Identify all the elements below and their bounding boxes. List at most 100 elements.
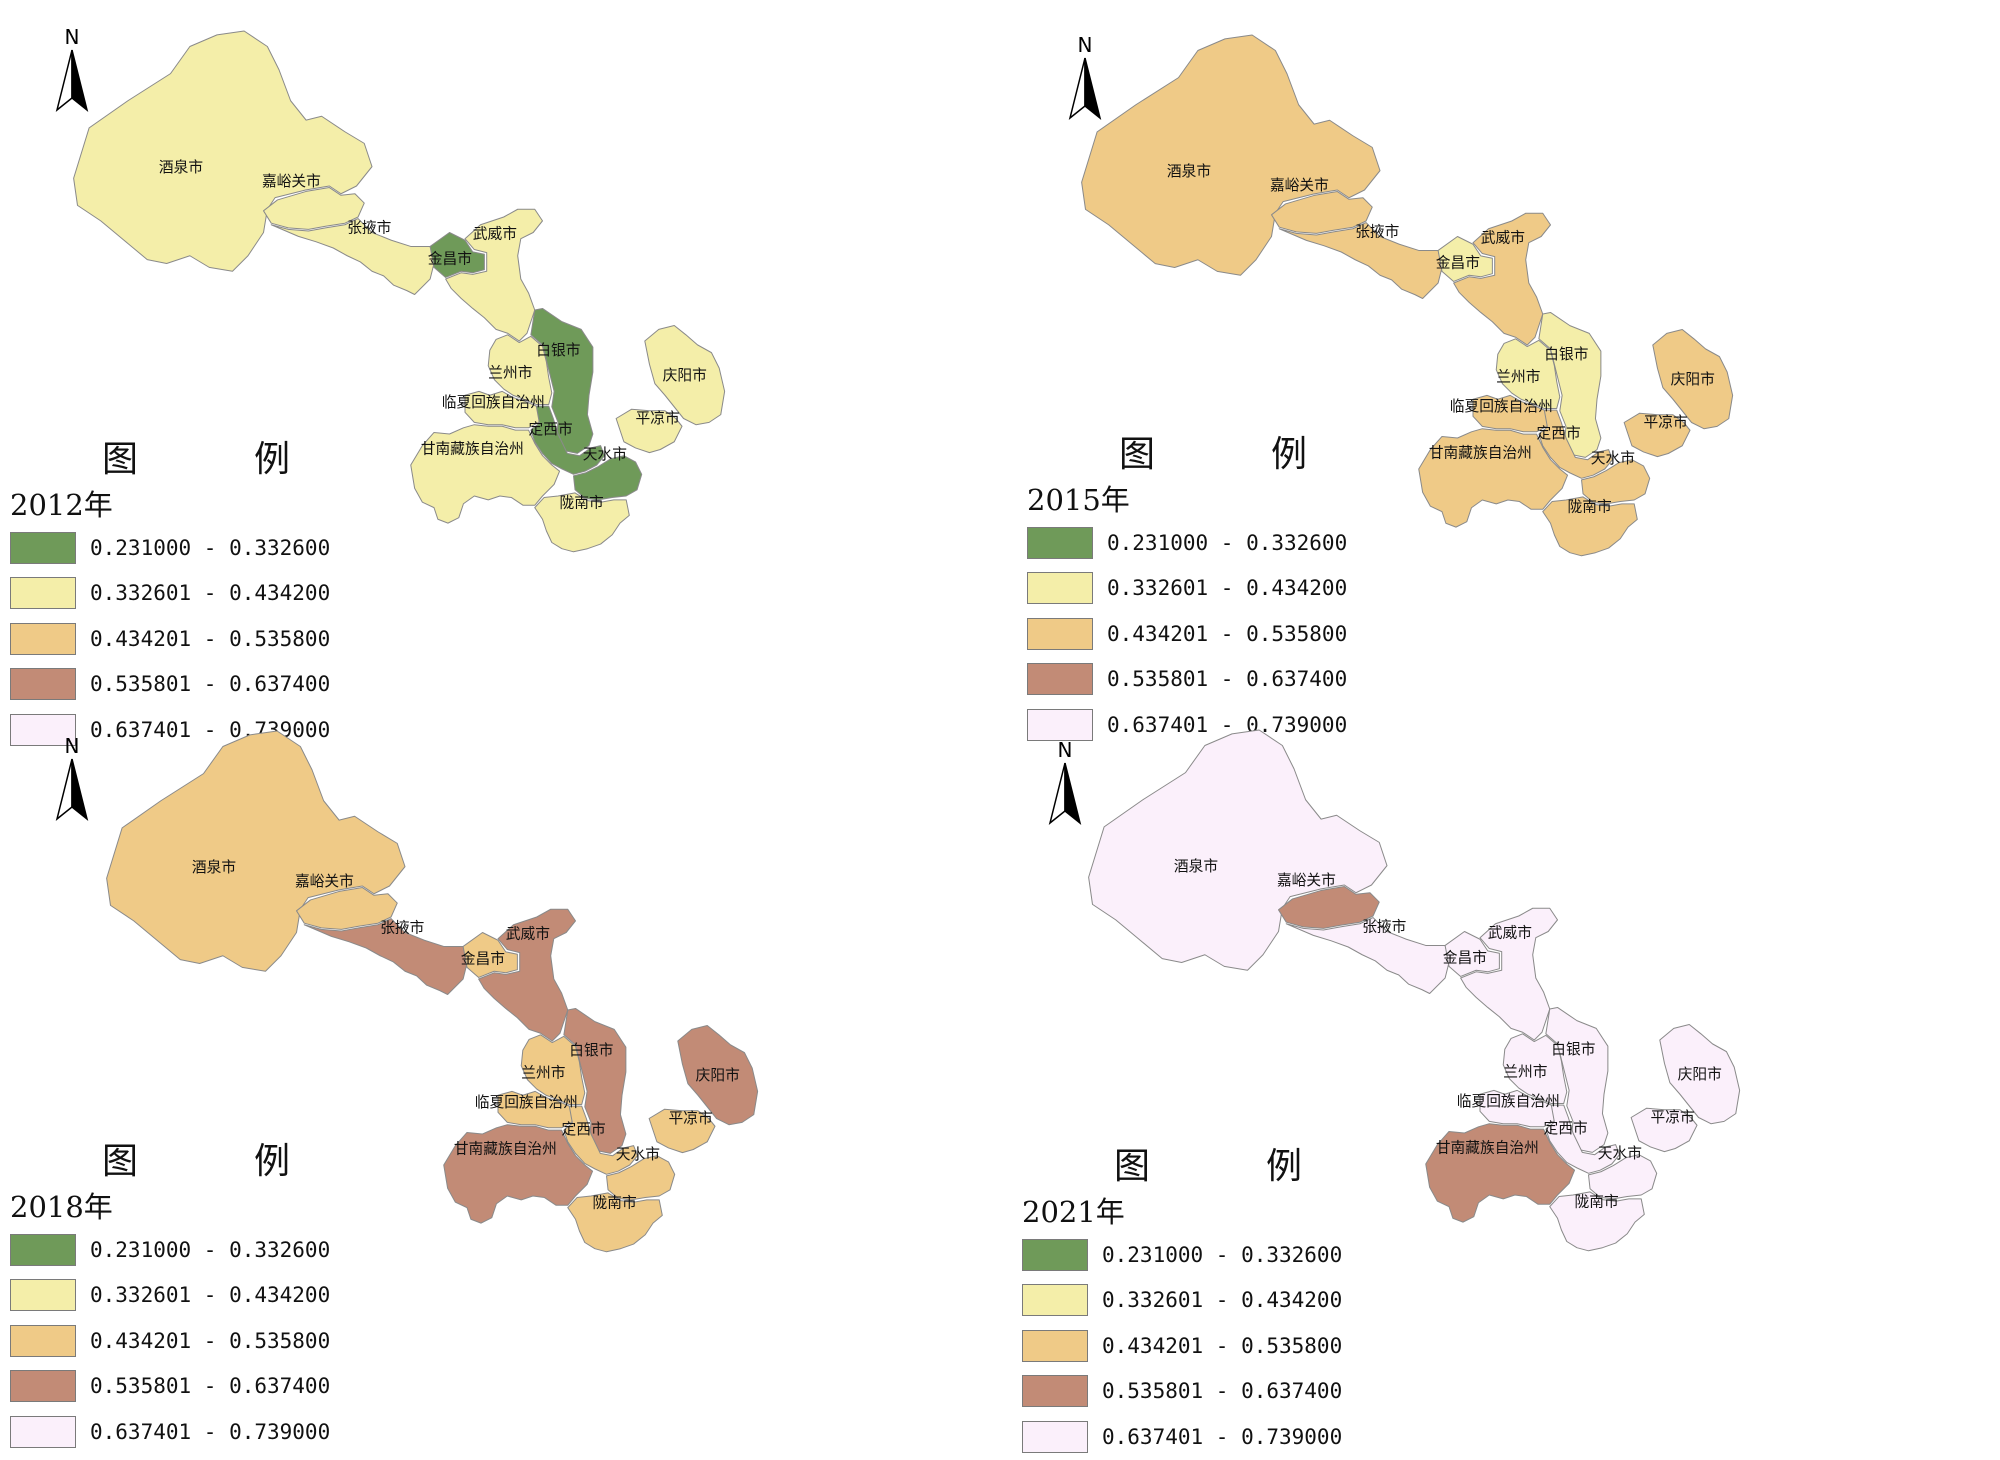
region-label: 庆阳市 <box>1671 371 1715 388</box>
region-label: 金昌市 <box>1443 950 1487 967</box>
legend-range-label: 0.535801 - 0.637400 <box>1107 667 1348 692</box>
region-定西市 <box>530 405 606 475</box>
legend-range-label: 0.637401 - 0.739000 <box>1102 1424 1343 1449</box>
region-庆阳市 <box>1652 328 1734 430</box>
legend-row: 0.231000 - 0.332600 <box>1022 1232 1342 1278</box>
region-张掖市 <box>303 918 468 996</box>
region-label: 临夏回族自治州 <box>1457 1093 1560 1110</box>
region-label: 张掖市 <box>380 920 424 937</box>
map-panel-2012: 酒泉市 嘉峪关市 张掖市 金昌市 武威市 白银市 兰州市 临夏回族自治州 定西市 甘南藏族自治州 天… <box>0 0 1000 746</box>
region-甘南藏族自治州 <box>1418 428 1569 528</box>
region-平凉市 <box>1630 1107 1698 1153</box>
region-label: 白银市 <box>1544 346 1588 363</box>
region-兰州市 <box>487 334 553 406</box>
legend-rows: 0.231000 - 0.332600 0.332601 - 0.434200 0.… <box>1022 1232 1342 1460</box>
legend-range-label: 0.332601 - 0.434200 <box>1102 1288 1343 1313</box>
legend-row: 0.332601 - 0.434200 <box>1022 1278 1342 1324</box>
region-label: 天水市 <box>1591 450 1635 467</box>
region-label: 金昌市 <box>461 951 505 968</box>
legend-swatch <box>10 577 76 610</box>
region-label: 嘉峪关市 <box>1277 872 1336 889</box>
legend-swatch <box>10 713 76 746</box>
legend-swatch <box>1022 1375 1088 1408</box>
legend-swatch <box>1022 1284 1088 1317</box>
legend-row: 0.434201 - 0.535800 <box>10 616 330 662</box>
region-定西市 <box>563 1105 639 1175</box>
region-label: 定西市 <box>562 1121 606 1138</box>
legend-swatch <box>10 668 76 701</box>
region-label: 白银市 <box>536 342 580 359</box>
legend-row: 0.332601 - 0.434200 <box>10 1273 330 1319</box>
region-庆阳市 <box>677 1024 759 1126</box>
legend-row: 0.434201 - 0.535800 <box>1022 1323 1342 1369</box>
legend-row: 0.434201 - 0.535800 <box>10 1318 330 1364</box>
region-嘉峪关市 <box>1270 191 1373 234</box>
legend-range-label: 0.231000 - 0.332600 <box>1102 1242 1343 1267</box>
legend-rows: 0.231000 - 0.332600 0.332601 - 0.434200 0.… <box>1027 520 1347 748</box>
region-白银市 <box>563 1007 627 1154</box>
region-label: 金昌市 <box>1436 255 1480 272</box>
region-label: 兰州市 <box>521 1064 565 1081</box>
region-陇南市 <box>1549 1191 1645 1252</box>
legend-range-label: 0.332601 - 0.434200 <box>90 581 331 606</box>
legend-row: 0.231000 - 0.332600 <box>10 525 330 571</box>
legend-range-label: 0.434201 - 0.535800 <box>90 626 331 651</box>
region-label: 酒泉市 <box>192 859 236 876</box>
region-天水市 <box>605 1155 676 1201</box>
north-label: N <box>65 734 80 758</box>
legend-row: 0.637401 - 0.739000 <box>10 707 330 753</box>
region-label: 庆阳市 <box>663 367 707 384</box>
region-label: 兰州市 <box>1503 1063 1547 1080</box>
region-label: 白银市 <box>569 1042 613 1059</box>
region-酒泉市 <box>106 730 406 972</box>
region-天水市 <box>572 455 643 501</box>
north-label: N <box>1058 738 1073 762</box>
region-金昌市 <box>429 231 485 278</box>
legend-year: 2012年 <box>10 488 113 522</box>
region-label: 武威市 <box>1488 925 1532 942</box>
legend-range-label: 0.231000 - 0.332600 <box>1107 530 1348 555</box>
legend-range-label: 0.535801 - 0.637400 <box>1102 1379 1343 1404</box>
region-label: 甘南藏族自治州 <box>421 440 524 457</box>
region-兰州市 <box>1502 1033 1568 1105</box>
legend-range-label: 0.535801 - 0.637400 <box>90 1374 331 1399</box>
region-天水市 <box>1580 459 1651 505</box>
region-label: 定西市 <box>529 421 573 438</box>
legend-row: 0.231000 - 0.332600 <box>10 1227 330 1273</box>
region-label: 武威市 <box>1481 230 1525 247</box>
region-label: 平凉市 <box>636 410 680 427</box>
legend-row: 0.535801 - 0.637400 <box>10 662 330 708</box>
legend-title: 图 例 <box>1119 434 1348 475</box>
region-金昌市 <box>1437 235 1493 282</box>
region-label: 平凉市 <box>1651 1109 1695 1126</box>
legend-range-label: 0.332601 - 0.434200 <box>90 1283 331 1308</box>
region-庆阳市 <box>644 324 726 426</box>
legend-row: 0.535801 - 0.637400 <box>1022 1369 1342 1415</box>
region-平凉市 <box>615 408 683 454</box>
region-兰州市 <box>1495 338 1561 410</box>
region-陇南市 <box>567 1192 663 1253</box>
legend-row: 0.434201 - 0.535800 <box>1027 611 1347 657</box>
region-label: 陇南市 <box>593 1195 637 1212</box>
legend-row: 0.637401 - 0.739000 <box>1022 1414 1342 1460</box>
region-平凉市 <box>648 1108 716 1154</box>
region-label: 酒泉市 <box>1174 858 1218 875</box>
region-武威市 <box>478 908 577 1042</box>
region-白银市 <box>1538 311 1602 458</box>
region-label: 兰州市 <box>1496 368 1540 385</box>
legend-year: 2021年 <box>1022 1195 1125 1229</box>
region-label: 武威市 <box>506 926 550 943</box>
region-label: 陇南市 <box>1568 499 1612 516</box>
legend-title: 图 例 <box>102 1141 331 1182</box>
legend-range-label: 0.434201 - 0.535800 <box>90 1328 331 1353</box>
region-label: 天水市 <box>616 1146 660 1163</box>
legend-swatch <box>1027 617 1093 650</box>
region-张掖市 <box>270 218 435 296</box>
region-label: 平凉市 <box>1644 414 1688 431</box>
region-甘南藏族自治州 <box>410 424 561 524</box>
